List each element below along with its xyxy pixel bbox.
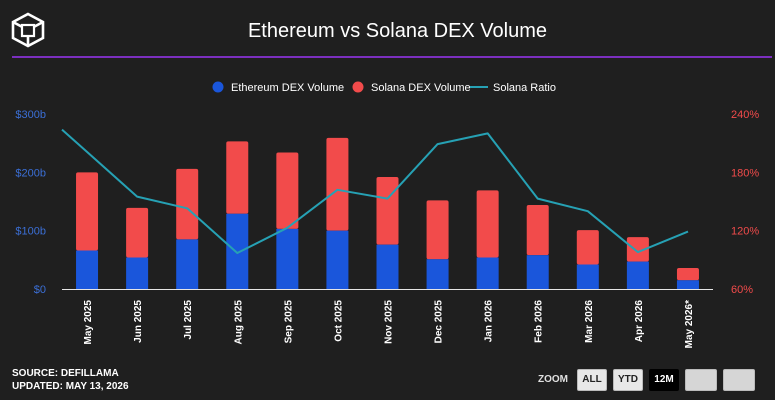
zoom-all-button[interactable]: ALL xyxy=(577,368,607,391)
zoom-blank-button-2[interactable] xyxy=(723,368,755,391)
legend-marker xyxy=(352,81,364,93)
x-axis-tick-label: Mar 2026 xyxy=(584,300,595,343)
right-axis-tick-label: 120% xyxy=(731,226,759,238)
ratio-line xyxy=(61,128,689,254)
ethereum-volume-bar xyxy=(476,257,499,289)
x-axis-tick-label: Jul 2025 xyxy=(183,300,194,340)
ethereum-volume-bar xyxy=(326,230,349,289)
solana-ratio-line xyxy=(61,128,689,254)
x-axis-tick-label: Aug 2025 xyxy=(233,300,244,345)
x-axis-tick-label: Jan 2026 xyxy=(484,300,495,343)
zoom-12m-button[interactable]: 12M xyxy=(649,368,679,391)
title-divider xyxy=(12,56,772,58)
x-axis-tick-label: May 2025 xyxy=(83,300,94,345)
left-axis: $0 $100b $200b $300b xyxy=(15,109,46,296)
legend-label: Solana Ratio xyxy=(493,82,556,94)
right-axis: 60% 120% 180% 240% xyxy=(731,109,759,296)
cube-logo-icon xyxy=(11,12,45,48)
ethereum-volume-bar xyxy=(526,255,549,289)
left-axis-tick-label: $0 xyxy=(34,284,46,296)
ethereum-volume-bar xyxy=(376,244,399,289)
solana-volume-bar xyxy=(426,200,449,260)
legend-label: Ethereum DEX Volume xyxy=(231,82,344,94)
x-axis-tick-label: Feb 2026 xyxy=(534,300,545,343)
solana-volume-bar xyxy=(676,268,699,281)
x-axis-labels: May 2025 Jun 2025 Jul 2025 Aug 2025 Sep 2025… xyxy=(83,300,695,349)
ethereum-volume-bar xyxy=(276,228,299,289)
solana-volume-bar xyxy=(376,177,399,245)
chart-title: Ethereum vs Solana DEX Volume xyxy=(247,20,548,42)
solana-volume-bar xyxy=(76,172,99,251)
left-axis-tick-label: $300b xyxy=(15,109,46,121)
x-axis-tick-label: Dec 2025 xyxy=(434,300,445,344)
right-axis-tick-label: 240% xyxy=(731,109,759,121)
solana-volume-bar xyxy=(126,207,149,258)
solana-volume-bar xyxy=(276,152,299,229)
x-axis-tick-label: Sep 2025 xyxy=(283,300,294,344)
ethereum-volume-bar xyxy=(676,280,699,289)
updated-label: UPDATED: MAY 13, 2026 xyxy=(12,381,129,392)
ethereum-volume-bar xyxy=(426,259,449,289)
solana-volume-bar xyxy=(576,230,599,265)
right-axis-tick-label: 60% xyxy=(731,284,753,296)
legend-marker xyxy=(212,81,224,93)
solana-volume-bar xyxy=(176,168,199,240)
legend: Ethereum DEX Volume Solana DEX Volume Sola… xyxy=(212,81,556,94)
zoom-label: ZOOM xyxy=(538,374,568,385)
solana-volume-bar xyxy=(326,137,349,231)
x-axis-tick-label: Nov 2025 xyxy=(384,300,395,344)
x-axis-tick-label: Apr 2026 xyxy=(634,300,645,343)
solana-volume-bar xyxy=(526,205,549,256)
left-axis-tick-label: $100b xyxy=(15,226,46,238)
ethereum-volume-bar xyxy=(126,257,149,289)
ethereum-volume-bar xyxy=(76,250,99,289)
x-axis-tick-label: May 2026* xyxy=(684,300,695,348)
solana-volume-bar xyxy=(226,141,249,214)
zoom-ytd-button[interactable]: YTD xyxy=(613,368,643,391)
zoom-controls: ZOOM ALL YTD 12M xyxy=(538,368,761,391)
ethereum-volume-bar xyxy=(576,264,599,289)
ethereum-volume-bar xyxy=(176,239,199,289)
chart: Ethereum DEX Volume Solana DEX Volume Sola… xyxy=(15,81,759,349)
x-axis-tick-label: Oct 2025 xyxy=(333,300,344,342)
source-note: SOURCE: DEFILLAMA UPDATED: MAY 13, 2026 xyxy=(12,367,129,393)
legend-label: Solana DEX Volume xyxy=(371,82,471,94)
ethereum-volume-bar xyxy=(626,261,649,289)
left-axis-tick-label: $200b xyxy=(15,167,46,179)
right-axis-tick-label: 180% xyxy=(731,167,759,179)
zoom-blank-button-1[interactable] xyxy=(685,368,717,391)
ethereum-volume-bar xyxy=(226,213,249,289)
bars xyxy=(76,137,699,289)
solana-volume-bar xyxy=(626,237,649,262)
source-label: SOURCE: DEFILLAMA xyxy=(12,368,119,379)
x-axis-tick-label: Jun 2025 xyxy=(133,300,144,343)
solana-volume-bar xyxy=(476,190,499,258)
